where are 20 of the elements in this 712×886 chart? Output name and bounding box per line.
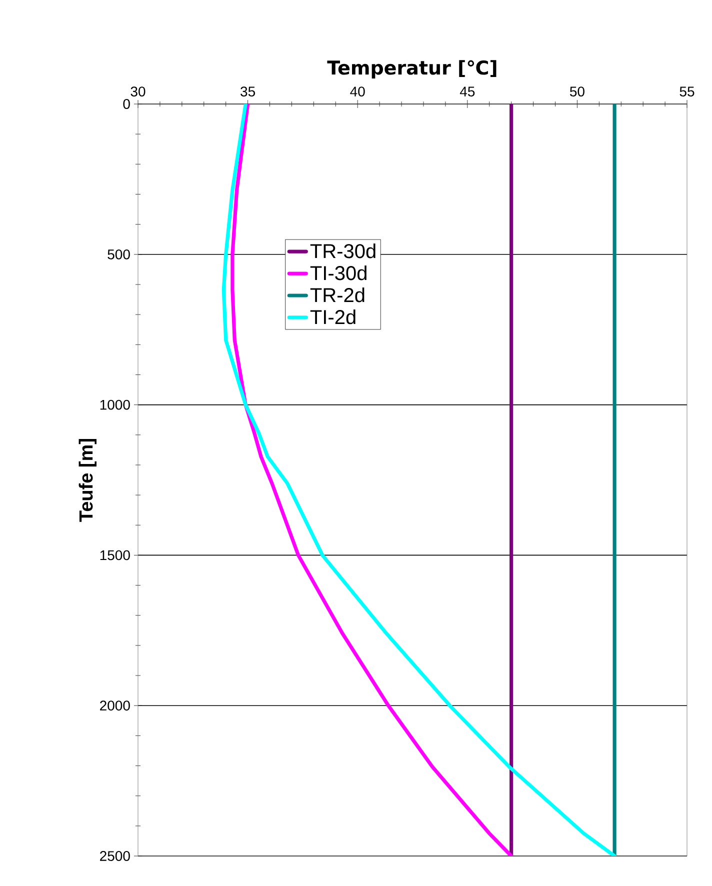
y-tick-label: 500 [108, 249, 130, 260]
legend-label: TI-2d [310, 309, 356, 324]
legend-label: TR-2d [310, 287, 364, 302]
y-tick-label: 1500 [100, 550, 130, 560]
line-series [222, 104, 616, 856]
y-tick-label: 1000 [100, 400, 130, 410]
x-tick-label: 30 [130, 86, 146, 96]
x-tick-label: 50 [570, 86, 584, 96]
y-tick-label: 2000 [100, 700, 130, 711]
legend-label: TR-30d [310, 244, 376, 258]
y-tick-label: 2500 [100, 851, 130, 861]
legend-label: TI-30d [310, 266, 366, 280]
x-axis-title: Temperatur [℃] [327, 60, 496, 78]
x-tick-label: 35 [240, 86, 256, 96]
x-tick-label: 40 [350, 86, 365, 96]
x-tick-label: 55 [680, 86, 694, 96]
x-tick-label: 45 [460, 86, 475, 96]
y-axis-title: Teufe [m] [78, 439, 96, 522]
y-tick-label: 0 [123, 99, 130, 109]
line-series [230, 104, 514, 856]
